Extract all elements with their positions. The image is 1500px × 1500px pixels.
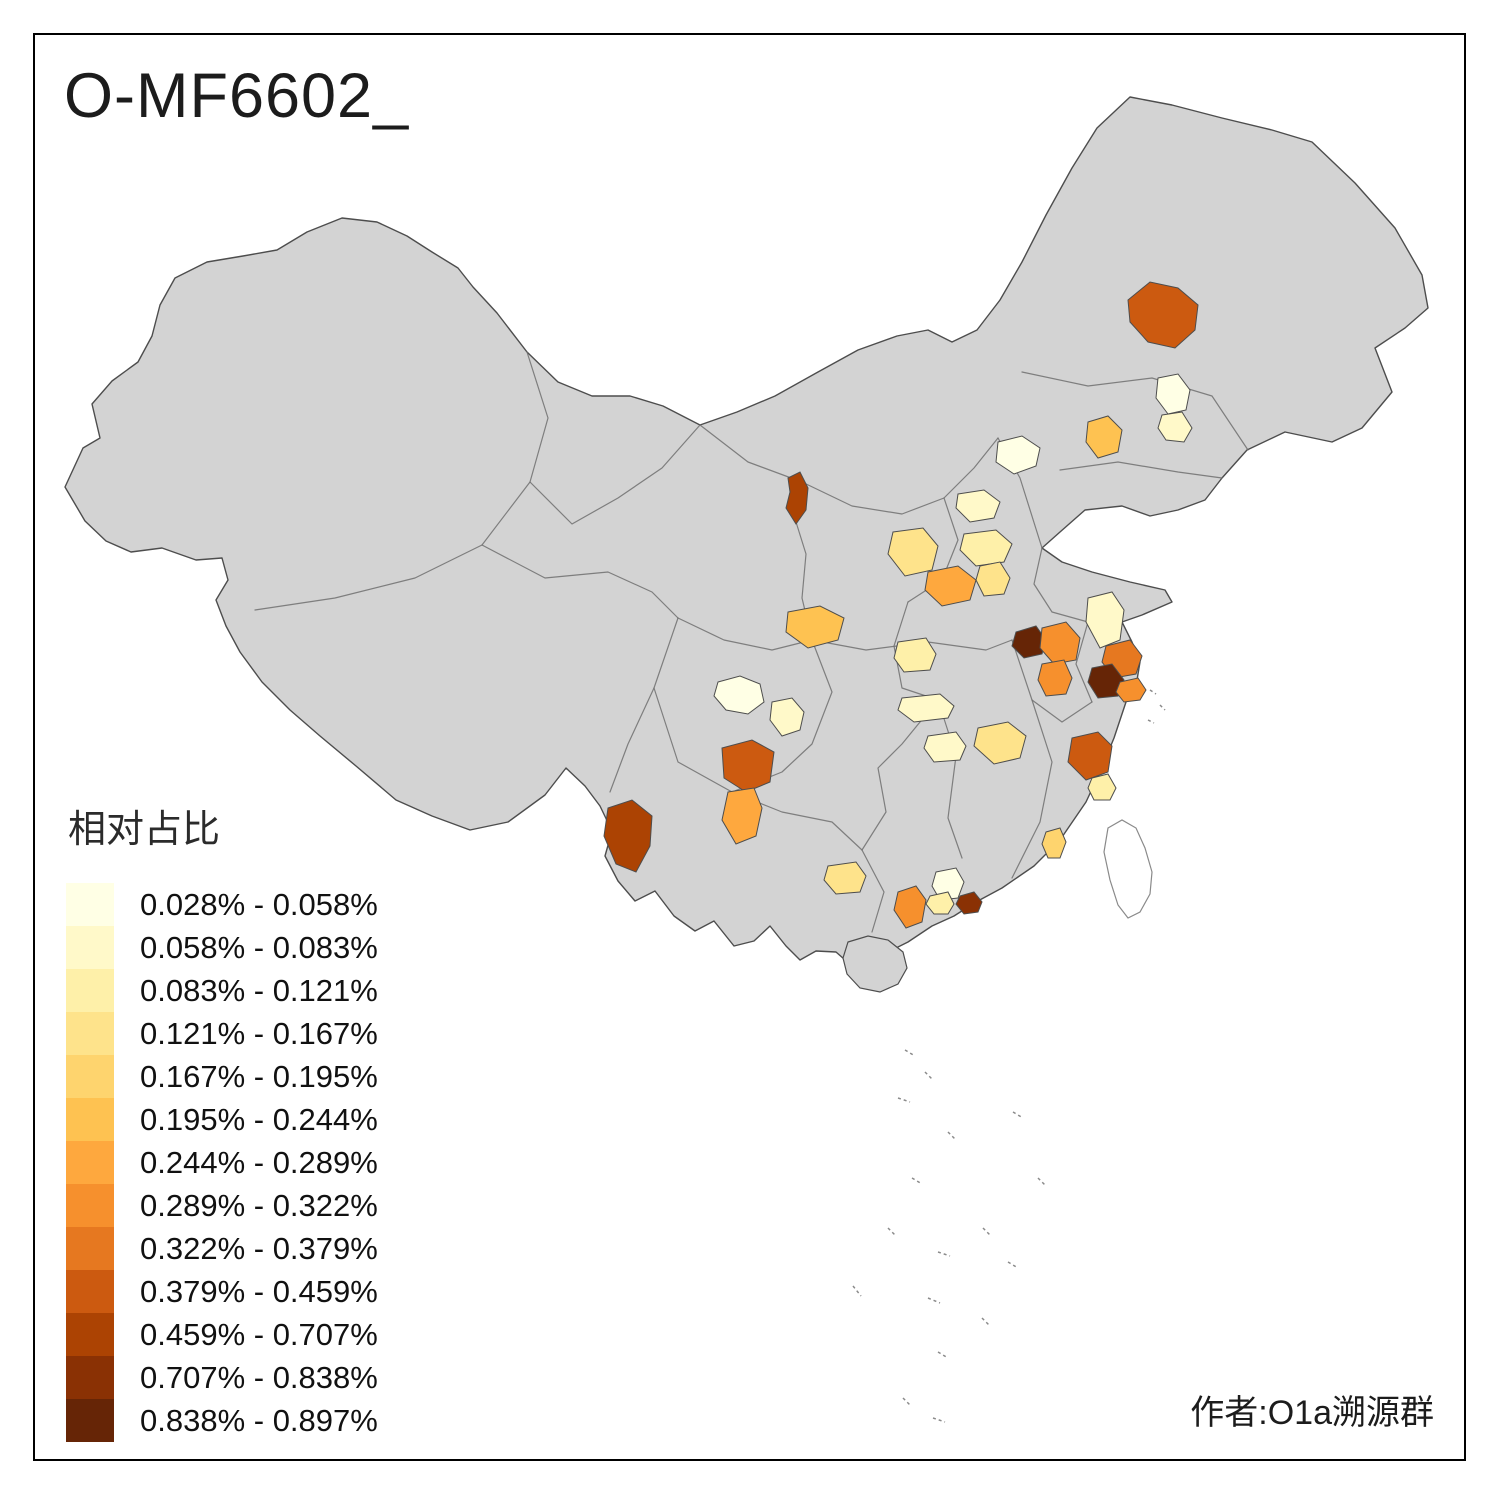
map-region-patch xyxy=(975,561,1011,597)
map-region-patch xyxy=(887,527,939,577)
legend-item-label: 0.121% - 0.167% xyxy=(140,1015,378,1051)
map-region-patch xyxy=(995,435,1041,475)
legend-item-label: 0.167% - 0.195% xyxy=(140,1058,378,1094)
legend-item: 0.838% - 0.897% xyxy=(66,1399,378,1442)
map-region-patch xyxy=(1037,659,1073,697)
legend-item-label: 0.379% - 0.459% xyxy=(140,1273,378,1309)
map-region-patch xyxy=(923,731,967,763)
legend-color-swatch xyxy=(66,969,114,1012)
map-region-patch xyxy=(893,885,927,929)
legend-item-label: 0.083% - 0.121% xyxy=(140,972,378,1008)
map-region-patch xyxy=(893,637,937,673)
legend-item: 0.707% - 0.838% xyxy=(66,1356,378,1399)
map-region-patch xyxy=(973,721,1027,765)
legend-item: 0.195% - 0.244% xyxy=(66,1098,378,1141)
legend-color-swatch xyxy=(66,1184,114,1227)
map-region-patch xyxy=(1011,625,1047,659)
legend-item-label: 0.459% - 0.707% xyxy=(140,1316,378,1352)
legend-item-label: 0.289% - 0.322% xyxy=(140,1187,378,1223)
map-region-patch xyxy=(1087,663,1125,699)
legend-item-label: 0.195% - 0.244% xyxy=(140,1101,378,1137)
legend-item-label: 0.058% - 0.083% xyxy=(140,929,378,965)
taiwan-island xyxy=(1103,819,1153,919)
map-region-patch xyxy=(955,489,1001,523)
legend-item: 0.028% - 0.058% xyxy=(66,883,378,926)
hainan-island xyxy=(842,935,908,993)
map-region-patch xyxy=(1155,373,1191,415)
legend-item: 0.058% - 0.083% xyxy=(66,926,378,969)
map-region-patch xyxy=(924,565,977,607)
legend-item-label: 0.707% - 0.838% xyxy=(140,1359,378,1395)
map-region-patch xyxy=(1039,621,1081,665)
map-region-patch xyxy=(931,867,965,901)
map-region-patch xyxy=(603,799,653,873)
map-region-patch xyxy=(1087,773,1117,801)
legend: 相对占比 0.028% - 0.058% 0.058% - 0.083% 0.0… xyxy=(66,798,378,1442)
south-china-sea-islands xyxy=(852,689,1166,1423)
legend-color-swatch xyxy=(66,1098,114,1141)
map-region-patch xyxy=(1085,415,1123,459)
legend-color-swatch xyxy=(66,1055,114,1098)
legend-color-swatch xyxy=(66,1012,114,1055)
map-region-patch xyxy=(769,697,805,737)
legend-item: 0.121% - 0.167% xyxy=(66,1012,378,1055)
map-region-patch xyxy=(925,891,955,915)
map-region-patch xyxy=(823,861,867,895)
map-region-patch xyxy=(959,529,1013,567)
attribution: 作者:O1a溯源群 xyxy=(1190,1394,1434,1432)
legend-item: 0.289% - 0.322% xyxy=(66,1184,378,1227)
legend-item: 0.167% - 0.195% xyxy=(66,1055,378,1098)
map-region-patch xyxy=(1115,677,1147,703)
legend-color-swatch xyxy=(66,1356,114,1399)
legend-item: 0.459% - 0.707% xyxy=(66,1313,378,1356)
page-title: O-MF6602_ xyxy=(64,61,410,131)
map-region-patch xyxy=(785,471,809,525)
legend-item: 0.379% - 0.459% xyxy=(66,1270,378,1313)
legend-item-label: 0.244% - 0.289% xyxy=(140,1144,378,1180)
legend-items: 0.028% - 0.058% 0.058% - 0.083% 0.083% -… xyxy=(66,883,378,1442)
legend-item-label: 0.838% - 0.897% xyxy=(140,1402,378,1438)
map-region-patch xyxy=(955,891,983,915)
legend-item-label: 0.322% - 0.379% xyxy=(140,1230,378,1266)
map-region-patch xyxy=(1127,281,1199,349)
map-region-patch xyxy=(721,787,763,845)
colored-regions xyxy=(603,281,1199,929)
legend-item-label: 0.028% - 0.058% xyxy=(140,886,378,922)
legend-color-swatch xyxy=(66,1313,114,1356)
map-region-patch xyxy=(1041,827,1067,859)
map-region-patch xyxy=(713,675,765,715)
legend-color-swatch xyxy=(66,1270,114,1313)
map-region-patch xyxy=(897,693,955,723)
map-region-patch xyxy=(1157,411,1193,443)
map-region-patch xyxy=(1067,731,1113,781)
map-region-patch xyxy=(721,739,775,793)
map-region-patch xyxy=(1085,591,1125,649)
legend-color-swatch xyxy=(66,1227,114,1270)
legend-item: 0.244% - 0.289% xyxy=(66,1141,378,1184)
legend-color-swatch xyxy=(66,1141,114,1184)
map-region-patch xyxy=(785,605,845,649)
legend-item: 0.083% - 0.121% xyxy=(66,969,378,1012)
legend-color-swatch xyxy=(66,1399,114,1442)
legend-title: 相对占比 xyxy=(68,809,221,851)
legend-color-swatch xyxy=(66,926,114,969)
legend-item: 0.322% - 0.379% xyxy=(66,1227,378,1270)
legend-color-swatch xyxy=(66,883,114,926)
